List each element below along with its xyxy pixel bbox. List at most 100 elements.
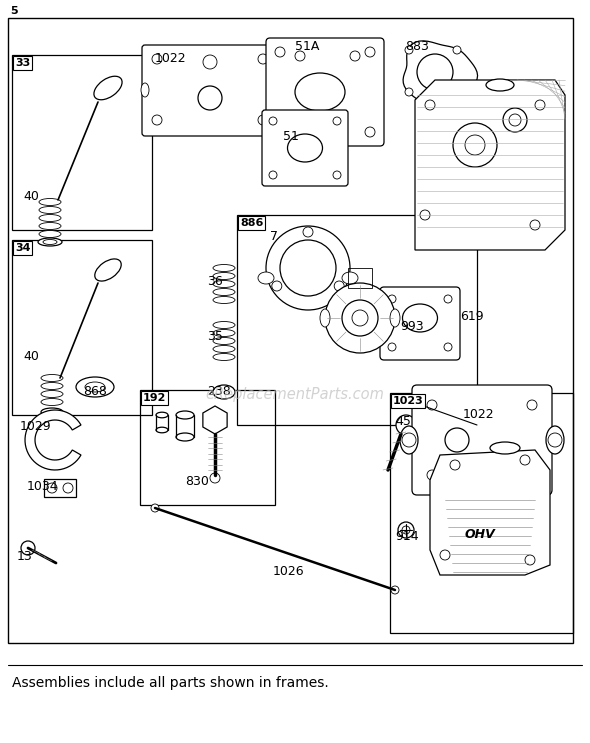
Circle shape	[303, 227, 313, 237]
Circle shape	[334, 281, 344, 291]
Ellipse shape	[85, 382, 105, 392]
Text: 36: 36	[207, 275, 223, 288]
Bar	[12, 55, 152, 230]
Text: 914: 914	[395, 530, 419, 543]
Circle shape	[272, 281, 282, 291]
Circle shape	[342, 300, 378, 336]
Circle shape	[453, 46, 461, 54]
Circle shape	[453, 123, 497, 167]
Ellipse shape	[176, 433, 194, 441]
Text: 45: 45	[395, 415, 411, 428]
Circle shape	[402, 526, 410, 534]
Text: 192: 192	[143, 393, 166, 403]
Ellipse shape	[486, 79, 514, 91]
Circle shape	[548, 433, 562, 447]
Text: 13: 13	[17, 550, 33, 563]
Ellipse shape	[320, 309, 330, 327]
Ellipse shape	[390, 309, 400, 327]
Ellipse shape	[141, 83, 149, 97]
Circle shape	[527, 400, 537, 410]
Ellipse shape	[213, 265, 235, 271]
Ellipse shape	[156, 412, 168, 418]
Ellipse shape	[213, 385, 235, 399]
Ellipse shape	[271, 83, 279, 97]
Circle shape	[266, 226, 350, 310]
Circle shape	[509, 114, 521, 126]
Circle shape	[333, 171, 341, 179]
Ellipse shape	[213, 322, 235, 328]
Ellipse shape	[39, 198, 61, 206]
Circle shape	[151, 504, 159, 512]
Circle shape	[63, 483, 73, 493]
Circle shape	[21, 541, 35, 555]
Ellipse shape	[213, 354, 235, 360]
FancyBboxPatch shape	[262, 110, 348, 186]
Circle shape	[405, 46, 413, 54]
Bar	[237, 215, 477, 425]
Ellipse shape	[39, 207, 61, 213]
Ellipse shape	[402, 304, 438, 332]
Text: 34: 34	[15, 243, 31, 253]
Ellipse shape	[94, 77, 122, 100]
FancyBboxPatch shape	[412, 385, 552, 495]
Circle shape	[203, 55, 217, 69]
Text: 1034: 1034	[27, 480, 58, 493]
Circle shape	[440, 550, 450, 560]
Text: 1022: 1022	[155, 52, 186, 65]
Ellipse shape	[76, 377, 114, 397]
FancyBboxPatch shape	[142, 45, 278, 136]
Ellipse shape	[287, 134, 323, 162]
Text: 5: 5	[10, 6, 18, 16]
Text: 868: 868	[83, 385, 107, 398]
Circle shape	[535, 100, 545, 110]
Ellipse shape	[213, 337, 235, 345]
Polygon shape	[25, 410, 81, 470]
Text: 619: 619	[460, 310, 484, 323]
Circle shape	[453, 88, 461, 96]
Text: 886: 886	[240, 218, 263, 228]
Bar	[390, 393, 573, 633]
Bar	[140, 390, 275, 505]
Circle shape	[325, 283, 395, 353]
Ellipse shape	[41, 383, 63, 389]
Bar	[12, 240, 152, 415]
Polygon shape	[403, 41, 477, 104]
Ellipse shape	[213, 288, 235, 296]
Circle shape	[527, 470, 537, 480]
Circle shape	[388, 295, 396, 303]
Circle shape	[427, 400, 437, 410]
Text: 33: 33	[15, 58, 30, 68]
FancyBboxPatch shape	[266, 38, 384, 146]
Bar	[8, 18, 573, 643]
Text: 1029: 1029	[20, 420, 52, 433]
Circle shape	[365, 47, 375, 57]
Ellipse shape	[95, 259, 121, 281]
Ellipse shape	[342, 272, 358, 284]
Circle shape	[295, 51, 305, 61]
Text: 1022: 1022	[463, 408, 494, 421]
Ellipse shape	[400, 426, 418, 454]
Circle shape	[417, 54, 453, 90]
Circle shape	[427, 470, 437, 480]
Circle shape	[352, 310, 368, 326]
Ellipse shape	[41, 374, 63, 381]
Polygon shape	[415, 80, 565, 250]
Ellipse shape	[546, 426, 564, 454]
Ellipse shape	[43, 239, 57, 244]
Text: Assemblies include all parts shown in frames.: Assemblies include all parts shown in fr…	[12, 676, 329, 690]
Circle shape	[152, 115, 162, 125]
Circle shape	[396, 415, 416, 435]
Circle shape	[530, 220, 540, 230]
Circle shape	[210, 473, 220, 483]
Circle shape	[444, 295, 452, 303]
Text: OHV: OHV	[465, 528, 496, 542]
Circle shape	[425, 100, 435, 110]
Circle shape	[525, 555, 535, 565]
Circle shape	[388, 343, 396, 351]
Bar	[44, 479, 76, 497]
Text: 1023: 1023	[393, 396, 424, 406]
Circle shape	[465, 135, 485, 155]
Circle shape	[275, 127, 285, 137]
Circle shape	[450, 460, 460, 470]
Ellipse shape	[39, 215, 61, 221]
